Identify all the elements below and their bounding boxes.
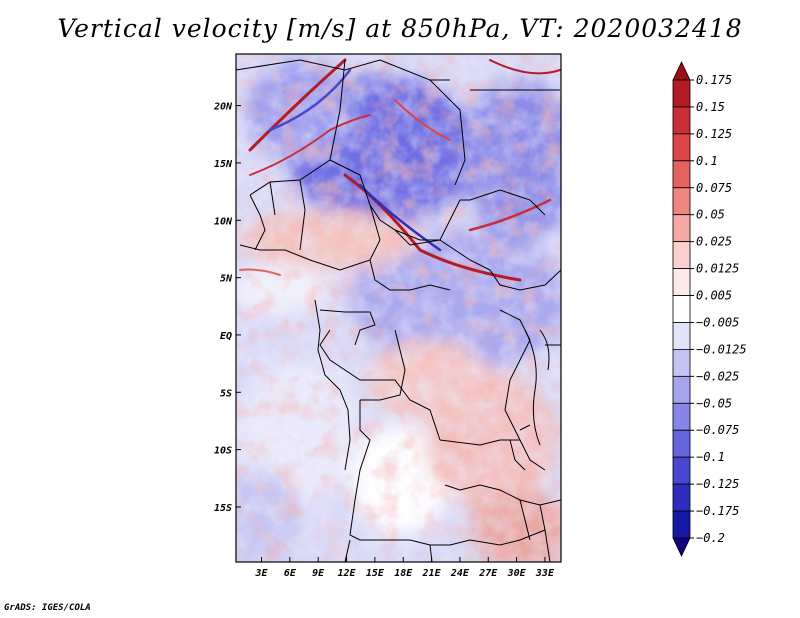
colorbar-swatch xyxy=(672,187,691,216)
chart-svg: 3E 6E 9E 12E 15E 18E 21E 24E 27E 30E 33E 20N 15N 10N… xyxy=(213,53,747,579)
colorbar-label: −0.05 xyxy=(696,396,732,410)
colorbar-swatch xyxy=(672,79,691,108)
x-axis: 3E 6E 9E 12E 15E 18E 21E 24E 27E 30E 33E xyxy=(254,557,555,579)
colorbar-swatch xyxy=(672,61,691,81)
colorbar-swatch xyxy=(672,510,691,539)
colorbar-label: −0.1 xyxy=(696,450,725,464)
x-tick-label: 15E xyxy=(366,568,385,579)
x-tick-label: 12E xyxy=(338,568,357,579)
y-tick-label: 15S xyxy=(214,503,232,514)
colorbar-swatch xyxy=(672,241,691,269)
colorbar-swatch xyxy=(672,268,691,296)
y-tick-label: 10S xyxy=(214,446,232,457)
x-tick-label: 30E xyxy=(507,568,527,579)
x-tick-label: 3E xyxy=(254,568,268,579)
colorbar-label: 0.025 xyxy=(696,235,732,249)
colorbar-swatch xyxy=(672,456,691,485)
chart-title: Vertical velocity [m/s] at 850hPa, VT: 2… xyxy=(57,14,743,43)
colorbar-label: −0.075 xyxy=(696,423,739,437)
map-frame xyxy=(235,53,562,563)
colorbar-swatch xyxy=(672,133,691,162)
x-tick-label: 33E xyxy=(535,568,555,579)
colorbar-label: −0.025 xyxy=(696,369,739,383)
colorbar-swatch xyxy=(672,322,691,350)
colorbar-swatch xyxy=(672,106,691,135)
map-field xyxy=(236,54,561,562)
x-tick-label: 24E xyxy=(450,568,470,579)
x-tick-label: 27E xyxy=(478,568,498,579)
x-tick-label: 6E xyxy=(284,568,297,579)
colorbar-label: 0.05 xyxy=(696,208,725,222)
x-tick-label: 18E xyxy=(394,568,413,579)
colorbar-swatch xyxy=(672,160,691,189)
boundaries xyxy=(236,59,561,562)
y-axis: 20N 15N 10N 5N EQ 5S 10S 15S xyxy=(213,102,241,514)
colorbar-label: 0.005 xyxy=(696,289,732,303)
colorbar-swatch xyxy=(672,214,691,243)
colorbar-swatch xyxy=(672,429,691,458)
colorbar-swatch xyxy=(672,402,691,431)
colorbar-label: −0.2 xyxy=(696,531,725,545)
colorbar-swatch xyxy=(672,375,691,404)
y-tick-label: 10N xyxy=(214,216,233,227)
colorbar-swatch xyxy=(672,483,691,512)
colorbar-swatch xyxy=(672,349,691,377)
colorbar-swatch xyxy=(672,295,691,323)
y-tick-label: 5S xyxy=(220,388,232,399)
colorbar-label: 0.075 xyxy=(696,181,732,195)
colorbar-label: 0.125 xyxy=(696,127,732,141)
colorbar-label: 0.15 xyxy=(696,100,725,114)
colorbar-swatch xyxy=(672,537,691,557)
colorbar-label: −0.175 xyxy=(696,504,739,518)
x-tick-label: 9E xyxy=(312,568,325,579)
colorbar-label: −0.125 xyxy=(696,477,739,491)
colorbar: 0.175 0.15 0.125 0.1 0.075 0.05 0.025 0.0125 0.0… xyxy=(672,61,747,557)
colorbar-label: 0.1 xyxy=(696,154,718,168)
y-tick-label: EQ xyxy=(220,331,232,342)
grads-credit: GrADS: IGES/COLA xyxy=(4,603,91,613)
x-tick-label: 21E xyxy=(422,568,442,579)
y-tick-label: 5N xyxy=(220,274,233,285)
y-tick-label: 15N xyxy=(214,159,233,170)
y-tick-label: 20N xyxy=(213,102,233,113)
colorbar-label: −0.005 xyxy=(696,315,739,329)
colorbar-label: 0.175 xyxy=(696,73,732,87)
colorbar-label: 0.0125 xyxy=(696,262,739,276)
colorbar-label: −0.0125 xyxy=(696,342,747,356)
